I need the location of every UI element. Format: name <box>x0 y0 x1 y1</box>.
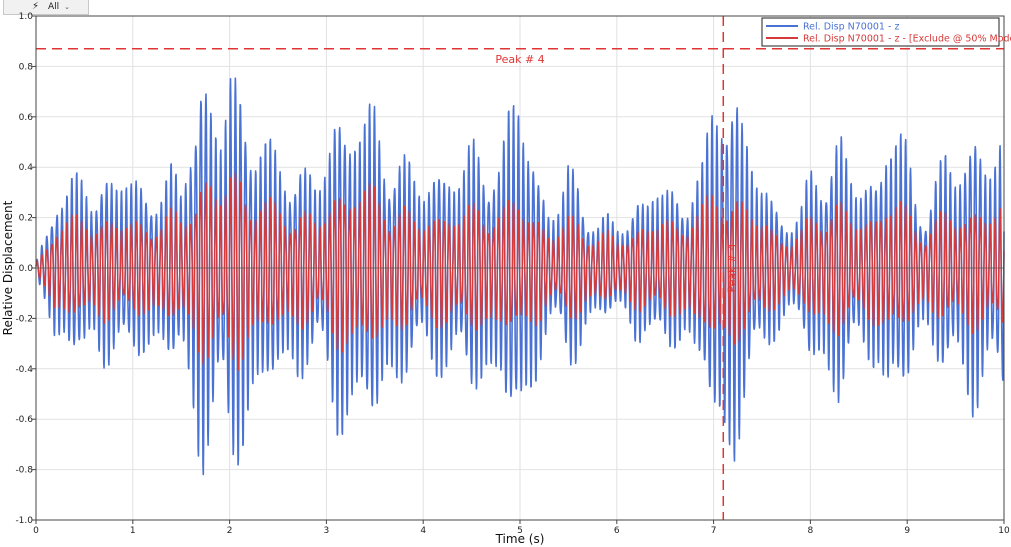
y-tick-label: 0.4 <box>19 163 34 173</box>
peak-vertical-label: Peak # 4 <box>725 243 738 292</box>
lightning-bolt-icon: ⚡ <box>32 1 40 12</box>
series-layer <box>35 77 1005 476</box>
x-axis-title: Time (s) <box>495 532 545 546</box>
y-tick-label: -0.8 <box>15 466 33 476</box>
chevron-down-icon[interactable]: ⌄ <box>64 3 71 11</box>
series-line-2 <box>35 171 1005 371</box>
y-tick-label: 0.0 <box>19 264 34 274</box>
legend-entry: Rel. Disp N70001 - z <box>803 22 899 33</box>
x-tick-label: 9 <box>904 526 910 536</box>
axis-ticks: 0 1 2 3 4 5 6 7 8 9 10 -1.0 -0.8 -0.6 -0.4 -0.2 0.0 0.2 0.… <box>15 12 1010 536</box>
x-tick-label: 4 <box>420 526 426 536</box>
x-tick-label: 2 <box>227 526 233 536</box>
x-tick-label: 3 <box>324 526 330 536</box>
y-tick-label: 1.0 <box>19 12 34 22</box>
legend-box <box>761 17 1000 47</box>
x-tick-label: 6 <box>614 526 620 536</box>
y-tick-label: -0.6 <box>15 415 33 425</box>
peak-label: Peak # 4 <box>495 53 544 66</box>
x-tick-label: 5 <box>517 526 523 536</box>
x-tick-label: 0 <box>33 526 39 536</box>
peak-marker: Peak # 4 Peak # 4 <box>36 16 1004 520</box>
filter-tab[interactable]: ⚡ All ⌄ <box>3 0 89 15</box>
y-axis-title: Relative Displacement <box>1 200 15 335</box>
y-tick-label: 0.8 <box>19 62 34 72</box>
filter-tab-label: All <box>48 2 60 12</box>
legend-entry: Rel. Disp N70001 - z - [Exclude @ 50% Mo… <box>803 34 1011 45</box>
y-tick-label: -0.2 <box>15 314 33 324</box>
x-tick-label: 8 <box>808 526 814 536</box>
y-tick-label: -0.4 <box>15 365 33 375</box>
x-tick-label: 10 <box>998 526 1010 536</box>
y-tick-label: 0.6 <box>19 113 34 123</box>
x-tick-label: 1 <box>130 526 136 536</box>
y-tick-label: -1.0 <box>15 516 33 526</box>
x-tick-label: 7 <box>711 526 717 536</box>
y-tick-label: 0.2 <box>19 214 33 224</box>
